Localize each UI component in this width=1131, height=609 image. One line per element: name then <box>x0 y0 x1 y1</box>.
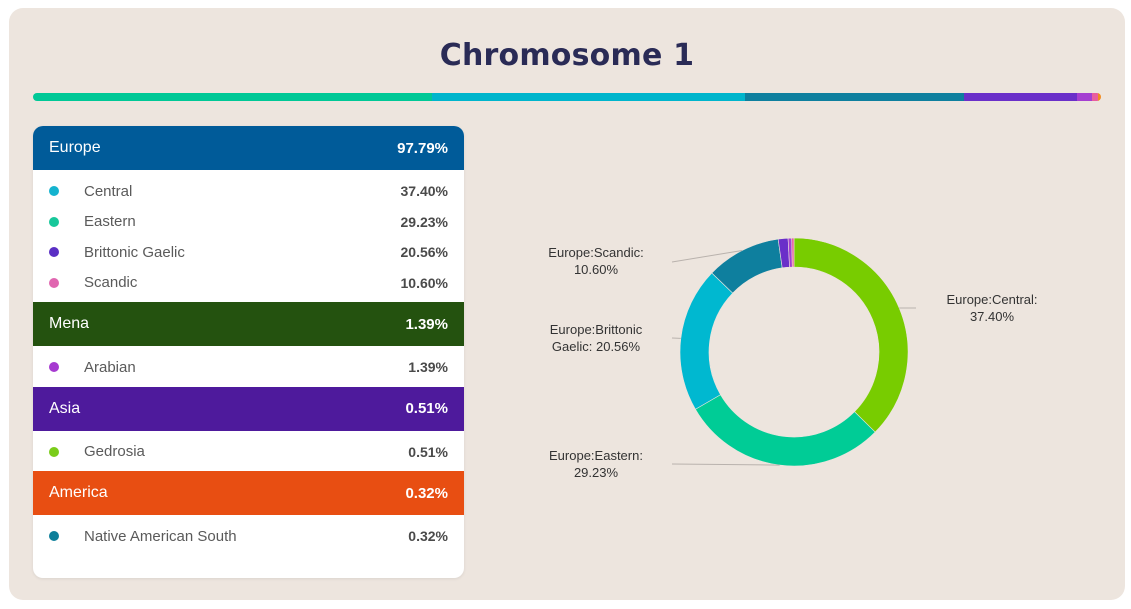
progress-segment <box>1077 93 1093 101</box>
group-header-europe: Europe 97.79% <box>33 126 464 170</box>
group-header-mena: Mena 1.39% <box>33 302 464 346</box>
page-title: Chromosome 1 <box>439 38 695 73</box>
list-item: Arabian 1.39% <box>33 352 464 383</box>
slice-label: 29.23% <box>574 465 619 480</box>
progress-segment <box>964 93 1078 101</box>
group-header-asia: Asia 0.51% <box>33 386 464 431</box>
item-name: Scandic <box>84 274 138 292</box>
group-name: Mena <box>49 315 90 332</box>
donut-slice[interactable] <box>695 394 876 467</box>
color-dot-icon <box>49 277 59 288</box>
chromosome-card: Chromosome 1 Europe 97.79% Central 37.40% Ea… <box>9 8 1125 600</box>
group-header-america: America 0.32% <box>33 471 464 515</box>
list-item: Gedrosia 0.51% <box>33 437 464 468</box>
group-percent: 0.32% <box>405 484 448 502</box>
donut-slice[interactable] <box>679 272 734 410</box>
slice-label: Gaelic: 20.56% <box>552 339 641 354</box>
item-percent: 1.39% <box>408 359 448 376</box>
group-percent: 0.51% <box>405 400 448 417</box>
item-name: Gedrosia <box>84 443 145 461</box>
slice-label: Europe:Eastern: <box>549 448 643 463</box>
color-dot-icon <box>49 531 59 542</box>
progress-segment <box>1097 93 1101 101</box>
list-item: Central 37.40% <box>33 176 464 207</box>
item-percent: 0.32% <box>408 528 448 545</box>
group-name: Europe <box>49 139 101 156</box>
group-rows: Gedrosia 0.51% <box>33 431 464 472</box>
slice-label: 10.60% <box>574 262 619 277</box>
list-item: Scandic 10.60% <box>33 268 464 299</box>
ancestry-progress-bar <box>33 93 1101 101</box>
color-dot-icon <box>49 186 59 197</box>
group-name: America <box>49 484 108 501</box>
slice-label: 37.40% <box>970 309 1015 324</box>
list-item: Native American South 0.32% <box>33 521 464 552</box>
ancestry-table: Europe 97.79% Central 37.40% Eastern 29.23% Br… <box>33 126 464 578</box>
item-percent: 10.60% <box>400 274 448 291</box>
donut-slice[interactable] <box>793 237 909 433</box>
list-item: Brittonic Gaelic 20.56% <box>33 237 464 268</box>
list-item: Eastern 29.23% <box>33 207 464 238</box>
group-percent: 97.79% <box>397 139 448 157</box>
slice-label: Europe:Brittonic <box>550 322 643 337</box>
color-dot-icon <box>49 247 59 258</box>
color-dot-icon <box>49 362 59 373</box>
item-percent: 0.51% <box>408 443 448 460</box>
progress-segment <box>744 93 965 101</box>
slice-label: Europe:Central: <box>946 292 1037 307</box>
item-percent: 20.56% <box>400 244 448 261</box>
item-percent: 29.23% <box>400 213 448 230</box>
callout-line <box>671 463 780 466</box>
item-name: Brittonic Gaelic <box>84 243 185 261</box>
group-rows: Native American South 0.32% <box>33 515 464 556</box>
callout-line <box>671 249 743 263</box>
item-name: Central <box>84 182 133 200</box>
progress-segment <box>432 93 745 101</box>
slice-label: Europe:Scandic: <box>548 245 643 260</box>
item-name: Eastern <box>84 213 136 231</box>
donut-slice[interactable] <box>791 237 795 268</box>
color-dot-icon <box>49 446 59 457</box>
group-percent: 1.39% <box>405 315 448 333</box>
progress-segment <box>33 93 433 101</box>
item-name: Native American South <box>84 527 237 545</box>
group-rows: Arabian 1.39% <box>33 346 464 387</box>
progress-segment <box>1092 93 1098 101</box>
item-name: Arabian <box>84 358 136 376</box>
item-percent: 37.40% <box>400 183 448 200</box>
group-name: Asia <box>49 399 81 417</box>
group-rows: Central 37.40% Eastern 29.23% Brittonic Gael… <box>33 170 464 302</box>
color-dot-icon <box>49 216 59 227</box>
